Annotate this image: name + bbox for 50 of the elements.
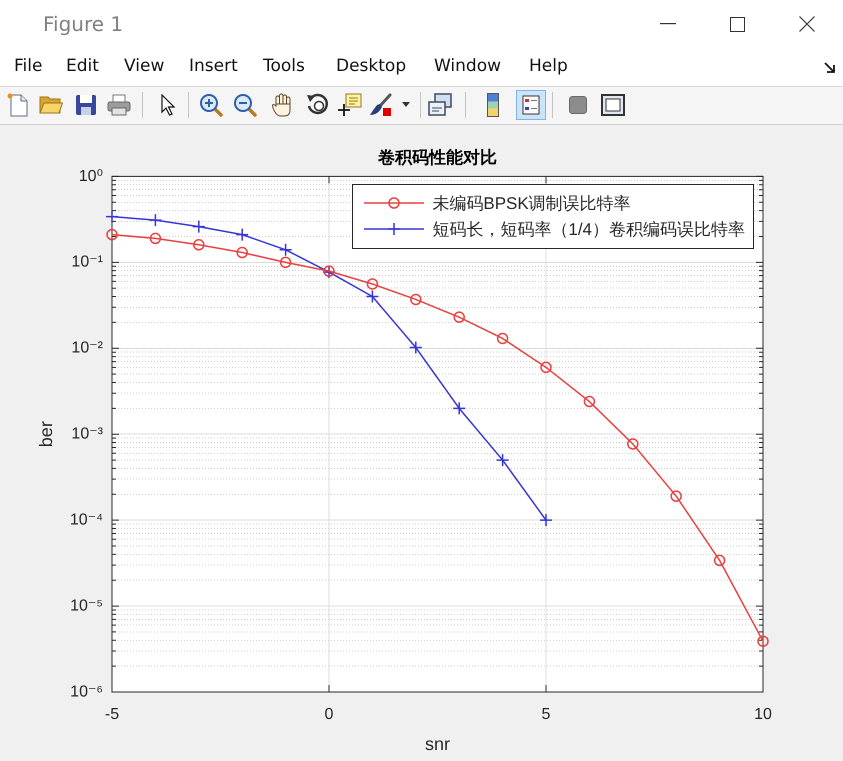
- text: Desktop: [336, 56, 406, 76]
- point: [670, 490, 682, 502]
- legend-label: 短码长，短码率（1/4）卷积编码误比特率: [432, 218, 745, 240]
- point: [409, 340, 423, 354]
- point: [714, 554, 726, 566]
- point: [366, 278, 378, 290]
- text: Insert: [189, 56, 238, 76]
- point: [235, 228, 249, 242]
- y-tick-label: 10⁰: [78, 168, 103, 185]
- point: [106, 228, 118, 240]
- point: [236, 246, 248, 258]
- y-tick-label: 10⁻¹: [71, 254, 103, 271]
- caption: Figure 1: [43, 12, 124, 36]
- point: [453, 311, 465, 323]
- point: [193, 239, 205, 251]
- y-tick-label: 10⁻⁴: [70, 512, 104, 529]
- x-tick-label: -5: [104, 706, 120, 724]
- point: [757, 635, 769, 647]
- x-tick-label: 10: [754, 706, 772, 724]
- text: Edit: [66, 56, 99, 76]
- point: [278, 243, 292, 257]
- point: [150, 232, 162, 244]
- x-tick-label: 0: [324, 706, 334, 724]
- y-tick-label: 10⁻³: [71, 426, 104, 443]
- point: [366, 290, 380, 304]
- legend-label: 未编码BPSK调制误比特率: [432, 192, 631, 214]
- text: View: [124, 56, 164, 76]
- point: [105, 210, 119, 224]
- point: [192, 220, 206, 234]
- x-axis-title: snr: [424, 734, 450, 754]
- point: [452, 402, 466, 416]
- point: [410, 294, 422, 306]
- chart-title: 卷积码性能对比: [377, 148, 497, 167]
- y-tick-label: 10⁻⁶: [70, 683, 103, 700]
- y-tick-label: 10⁻²: [71, 340, 104, 357]
- point: [584, 396, 596, 408]
- y-axis-title: ber: [36, 421, 56, 448]
- text: Window: [434, 56, 502, 76]
- point: [627, 438, 639, 450]
- y-tick-label: 10⁻⁵: [70, 597, 103, 614]
- x-tick-label: 5: [542, 706, 551, 724]
- point: [496, 332, 508, 344]
- point: [496, 453, 510, 467]
- point: [540, 362, 552, 374]
- point: [539, 513, 553, 527]
- text: Help: [529, 56, 568, 76]
- text: File: [14, 56, 42, 76]
- text: Tools: [263, 56, 305, 76]
- point: [148, 213, 162, 227]
- point: [280, 256, 292, 268]
